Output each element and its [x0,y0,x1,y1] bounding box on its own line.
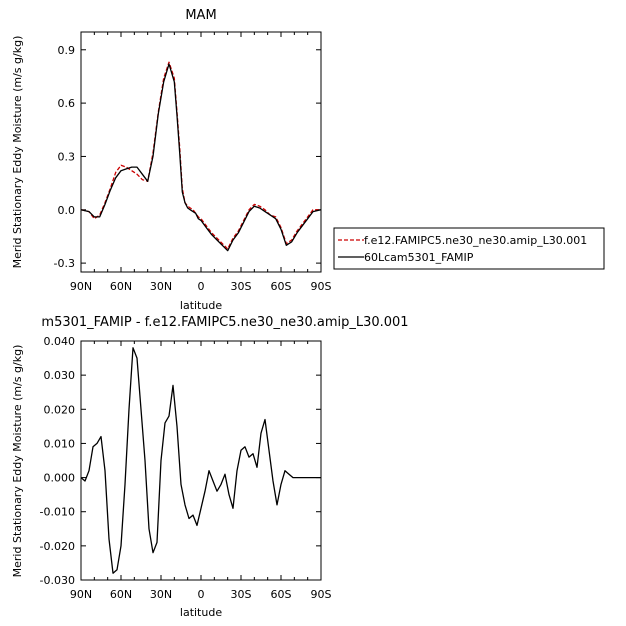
bottom-y-tick-label: 0.000 [44,472,76,485]
bottom-x-tick-label: 30N [150,588,172,601]
legend-box [333,227,605,270]
bottom-x-tick-label: 90N [70,588,92,601]
bottom-plot-frame [80,340,322,581]
bottom-x-tick-label: 60N [110,588,132,601]
top-x-tick-label: 30N [150,280,172,293]
legend: f.e12.FAMIPC5.ne30_ne30.amip_L30.001 60L… [333,227,605,270]
top-series-line-2 [80,63,322,252]
top-x-tick-label: 90S [311,280,332,293]
bottom-y-tick-label: -0.020 [40,540,75,553]
top-series-line-1 [80,61,321,250]
top-y-axis-label: Merid Stationary Eddy Moisture (m/s g/kg… [11,36,24,269]
legend-label-series-1: f.e12.FAMIPC5.ne30_ne30.amip_L30.001 [364,234,587,247]
bottom-x-axis-label: latitude [180,606,222,619]
bottom-y-tick-label: -0.030 [40,574,75,587]
top-y-tick-label: -0.3 [54,257,75,270]
top-x-tick-label: 0 [198,280,205,293]
top-y-tick-label: 0.9 [58,44,76,57]
top-x-axis-label: latitude [180,299,222,312]
bottom-y-tick-label: 0.040 [44,335,76,348]
top-x-tick-label: 60S [271,280,292,293]
bottom-y-axis-label: Merid Stationary Eddy Moisture (m/s g/kg… [11,345,24,578]
bottom-y-tick-label: -0.010 [40,506,75,519]
bottom-y-tick-label: 0.030 [44,369,76,382]
top-x-tick-label: 60N [110,280,132,293]
top-y-tick-label: 0.6 [58,97,76,110]
bottom-x-tick-label: 90S [311,588,332,601]
top-y-tick-label: 0.3 [58,150,76,163]
top-chart-title: MAM [185,8,216,23]
top-x-tick-label: 30S [231,280,252,293]
top-plot-frame [80,31,322,273]
top-chart: MAM 90N 60N 30N 0 30S 60S 90S-0.30.00.30.60.9 … [11,8,332,312]
top-x-tick-label: 90N [70,280,92,293]
top-y-tick-label: 0.0 [58,204,76,217]
bottom-x-tick-label: 0 [198,588,205,601]
bottom-x-tick-label: 60S [271,588,292,601]
bottom-y-tick-label: 0.010 [44,437,76,450]
bottom-chart: m5301_FAMIP - f.e12.FAMIPC5.ne30_ne30.am… [11,315,409,619]
bottom-series-line-1 [80,347,321,574]
bottom-chart-title: m5301_FAMIP - f.e12.FAMIPC5.ne30_ne30.am… [41,315,408,330]
legend-label-series-2: 60Lcam5301_FAMIP [364,251,474,264]
bottom-y-tick-label: 0.020 [44,403,76,416]
bottom-x-tick-label: 30S [231,588,252,601]
